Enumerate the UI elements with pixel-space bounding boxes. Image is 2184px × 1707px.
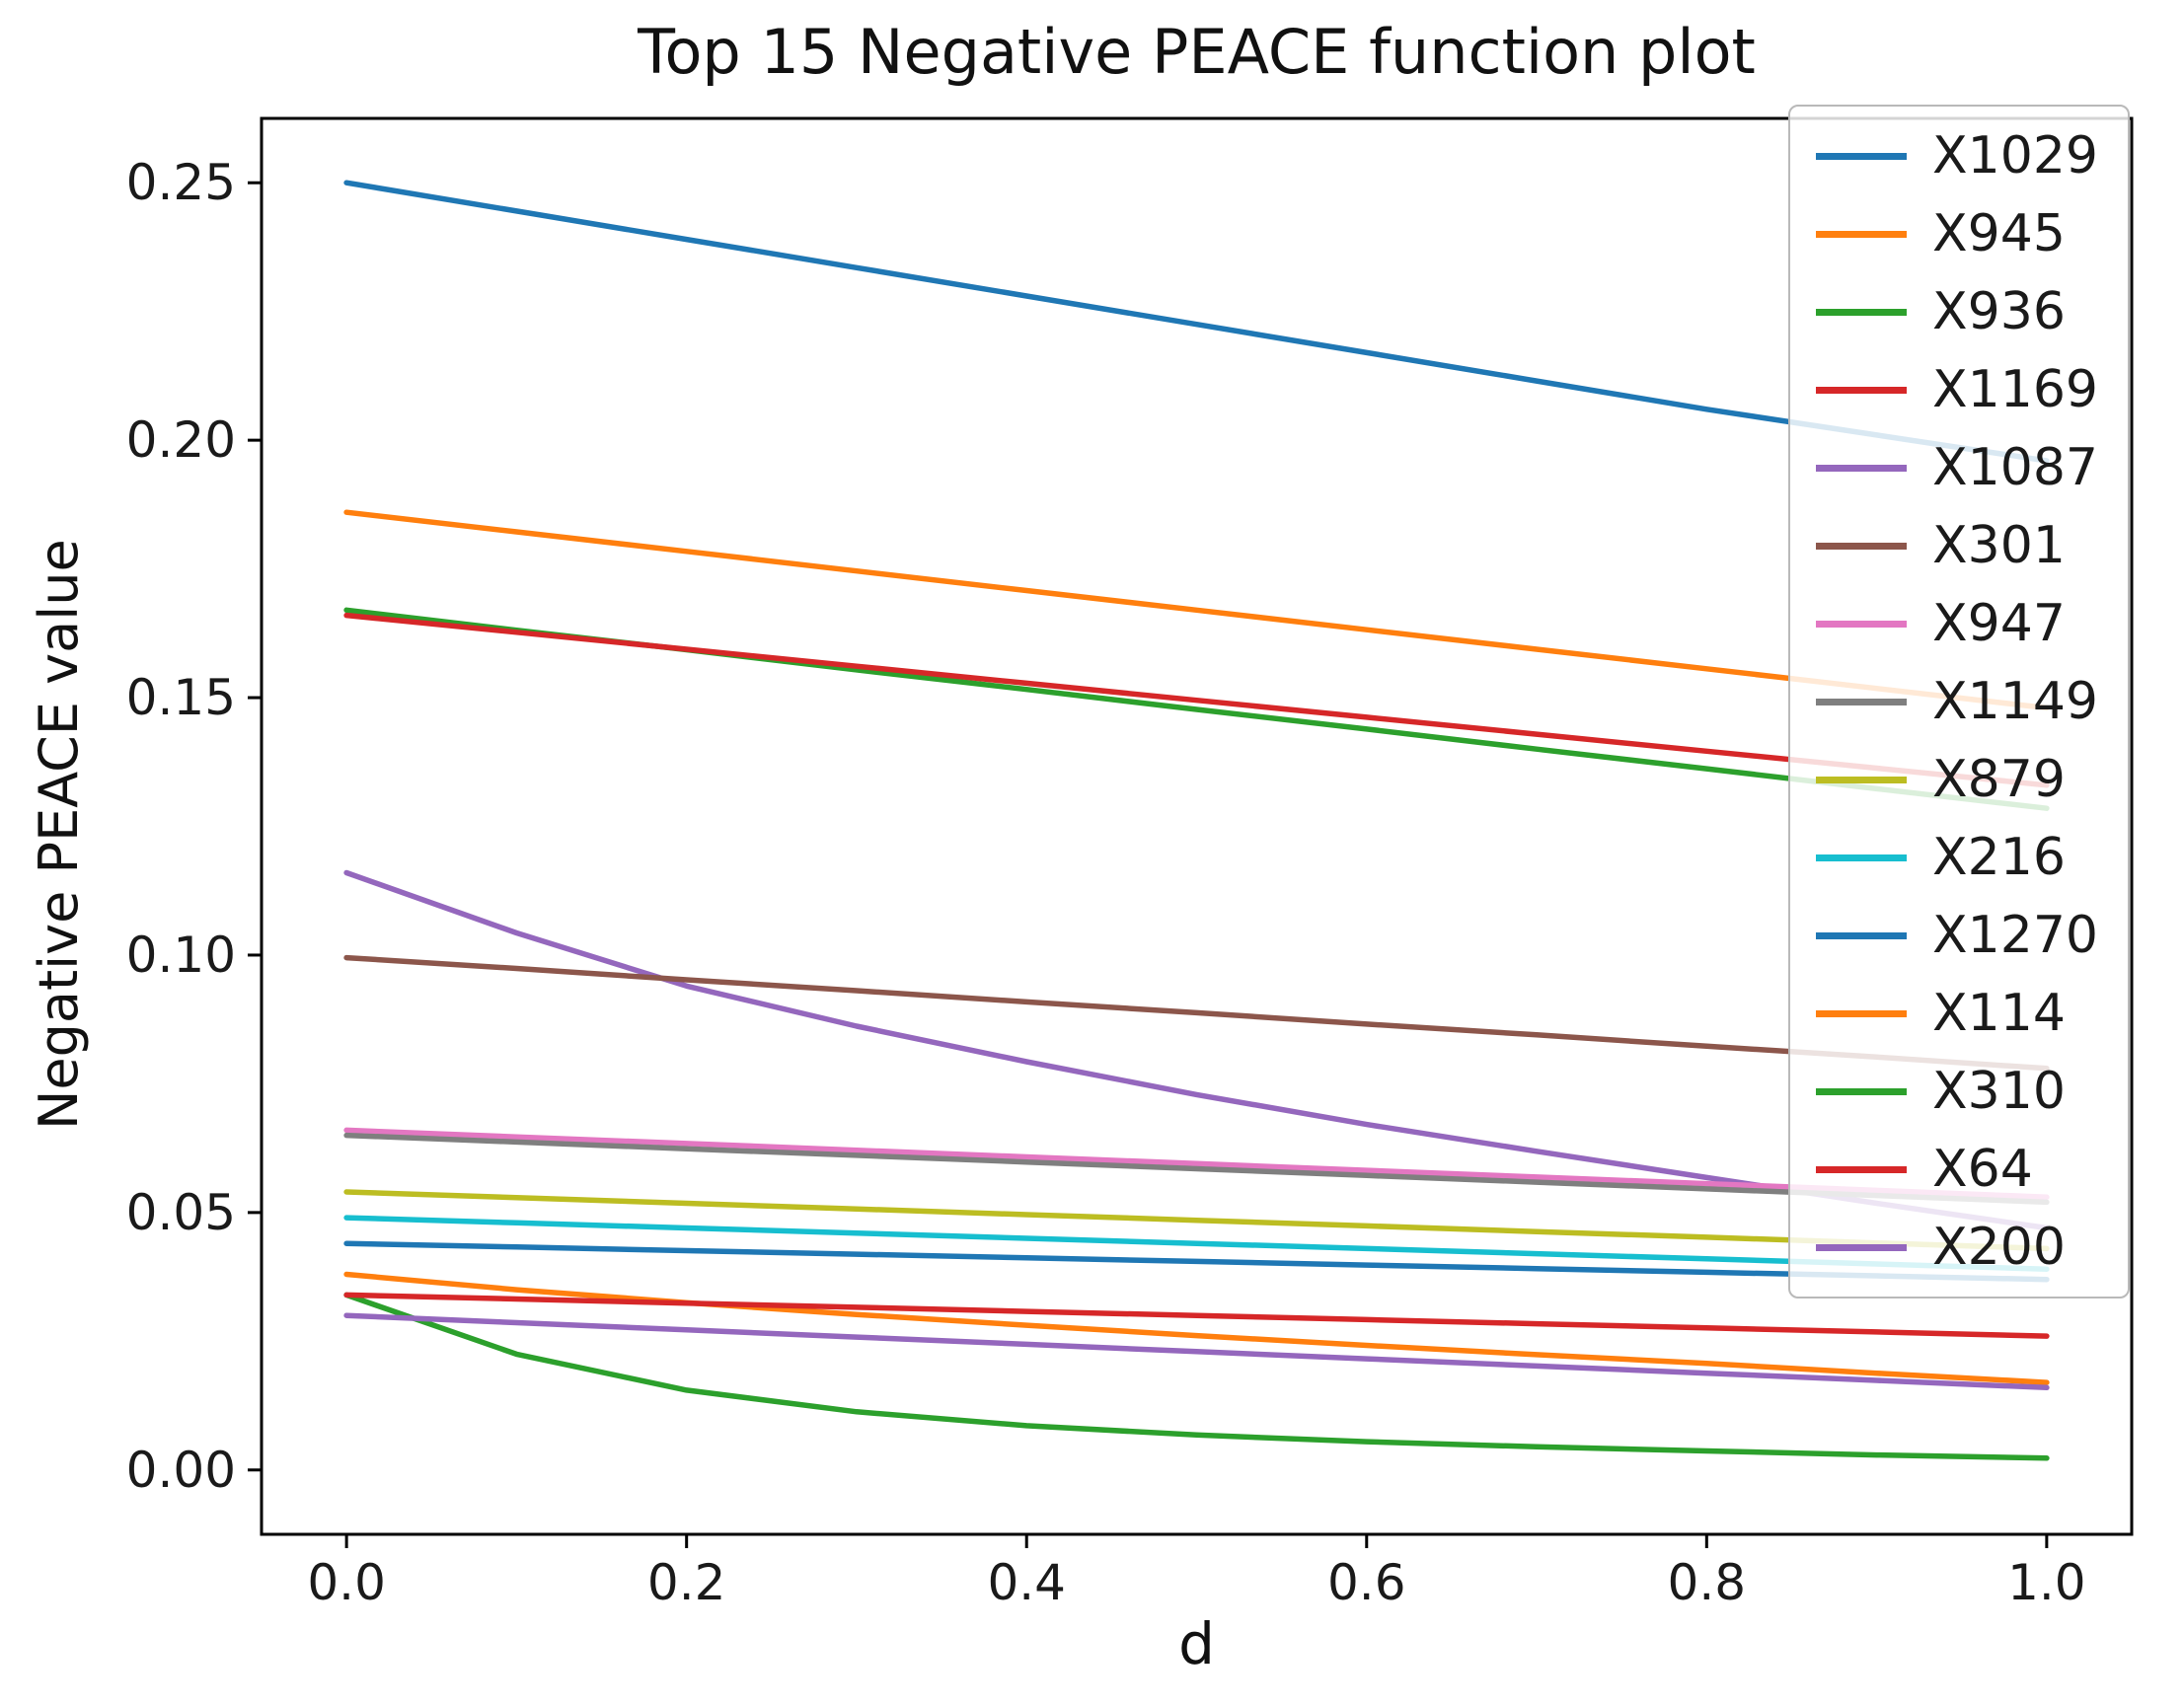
legend-label: X200 [1932,1218,2066,1277]
legend-swatch [1816,1165,1908,1173]
legend-item: X114 [1816,984,2098,1043]
legend-item: X64 [1816,1140,2098,1199]
legend-swatch [1816,542,1908,550]
legend-item: X310 [1816,1062,2098,1121]
y-tick-label: 0.00 [126,1442,236,1499]
legend-swatch [1816,620,1908,628]
series-line-X216 [343,1215,2050,1273]
series-line-X301 [343,954,2050,1072]
legend-item: X936 [1816,282,2098,341]
legend-swatch [1816,386,1908,394]
y-tick-label: 0.05 [126,1184,236,1241]
y-tick-label: 0.15 [126,669,236,726]
legend-label: X301 [1932,516,2066,575]
legend-item: X879 [1816,750,2098,809]
legend-item: X1169 [1816,360,2098,419]
x-axis-label: d [1178,1610,1215,1677]
legend-swatch [1816,464,1908,472]
legend-swatch [1816,854,1908,861]
series-line-X1029 [343,180,2050,464]
series-line-X1270 [343,1240,2050,1283]
series-line-X310 [343,1292,2050,1461]
legend-label: X945 [1932,204,2066,263]
legend-label: X1087 [1932,438,2098,497]
legend-label: X310 [1932,1062,2066,1121]
axes-frame [260,116,2134,1536]
series-line-X947 [343,1127,2050,1200]
series-line-X200 [343,1312,2050,1391]
series-line-X879 [343,1189,2050,1252]
legend-item: X1029 [1816,126,2098,186]
legend-item: X947 [1816,594,2098,653]
legend-item: X1270 [1816,906,2098,965]
legend-label: X879 [1932,750,2066,809]
legend-item: X200 [1816,1218,2098,1277]
y-tick-label: 0.25 [126,154,236,211]
legend-item: X945 [1816,204,2098,263]
legend-swatch [1816,698,1908,705]
legend-swatch [1816,230,1908,238]
legend-swatch [1816,152,1908,160]
legend-swatch [1816,1009,1908,1017]
legend-label: X64 [1932,1140,2033,1199]
legend-label: X1149 [1932,672,2098,731]
legend-label: X1169 [1932,360,2098,419]
legend-label: X947 [1932,594,2066,653]
legend-swatch [1816,308,1908,316]
legend-item: X216 [1816,828,2098,887]
legend-swatch [1816,1243,1908,1251]
legend-label: X1029 [1932,126,2098,186]
series-line-X114 [343,1271,2050,1385]
series-line-X1169 [343,612,2050,788]
legend: X1029 X945 X936 X1169 X1087 X301 X947 X1149 X879… [1788,105,2130,1299]
x-tick-label: 0.0 [307,1554,386,1611]
legend-item: X301 [1816,516,2098,575]
y-tick-label: 0.20 [126,411,236,469]
y-tick-label: 0.10 [126,927,236,984]
legend-label: X216 [1932,828,2066,887]
series-line-X1149 [343,1132,2050,1206]
legend-swatch [1816,1087,1908,1095]
legend-item: X1149 [1816,672,2098,731]
chart-title: Top 15 Negative PEACE function plot [638,16,1756,88]
legend-label: X936 [1932,282,2066,341]
legend-label: X1270 [1932,906,2098,965]
series-line-X945 [343,509,2050,711]
x-tick-label: 0.2 [647,1554,726,1611]
legend-item: X1087 [1816,438,2098,497]
legend-swatch [1816,931,1908,939]
legend-swatch [1816,776,1908,783]
x-tick-label: 0.6 [1327,1554,1406,1611]
series-line-X64 [343,1292,2050,1339]
legend-label: X114 [1932,984,2066,1043]
x-tick-label: 0.8 [1668,1554,1747,1611]
x-tick-label: 0.4 [987,1554,1066,1611]
x-tick-label: 1.0 [2007,1554,2086,1611]
